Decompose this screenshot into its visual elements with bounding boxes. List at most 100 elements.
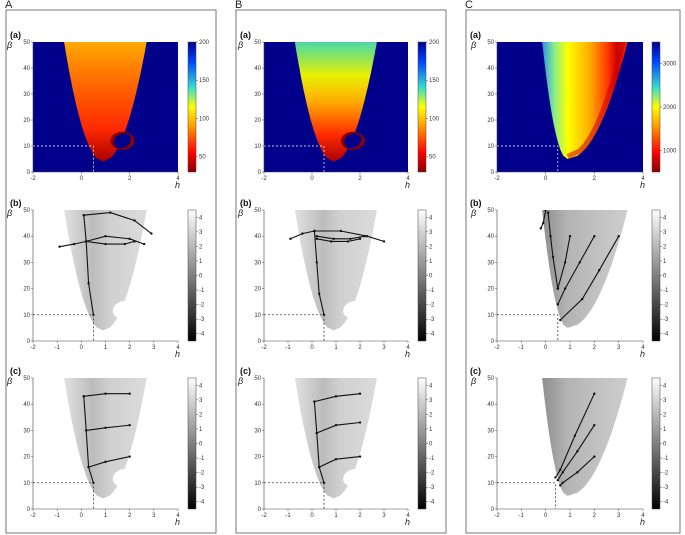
panel-C-2-x-tick: 0 [544, 345, 548, 351]
panel-B-1-colorbar-tick: 150 [429, 78, 440, 84]
panel-A-2-x-tick: 3 [152, 345, 156, 351]
panel-B-3-x-tick: 0 [310, 513, 314, 519]
panel-C-2-colorbar-tick: -2 [663, 303, 669, 309]
panel-C-1-x-tick: 2 [593, 176, 597, 182]
panel-B-2-trajectory-point [346, 240, 350, 243]
panel-A-2-label: (b) [10, 198, 22, 208]
panel-C-1-reference-lines [497, 145, 559, 172]
panel-B-1-label: (a) [240, 30, 251, 40]
panel-A-1-label: (a) [10, 30, 21, 40]
panel-C-3-y-tick: 20 [487, 455, 494, 461]
panel-B-2-colorbar-tick: 4 [429, 215, 433, 221]
panel-A-1-hole [113, 133, 132, 149]
panel-A-3-y-tick: 10 [23, 481, 30, 487]
panel-B-2-trajectory-point [315, 235, 318, 238]
panel-C-2-feasible-region [542, 210, 628, 328]
panel-C-3-colorbar-tick: 0 [663, 442, 667, 448]
panel-B-1-x-label: h [405, 180, 410, 190]
panel-B-2-trajectory-point [366, 235, 369, 238]
panel-A-2-feasible-region [64, 210, 147, 331]
panel-C-3-x-tick: 1 [568, 513, 572, 519]
panel-A-3-trajectory-point [104, 460, 107, 464]
panel-C-2-trajectory-point [578, 261, 581, 264]
panel-C-1-y-tick: 0 [491, 170, 495, 176]
panel-A-2-y-tick: 50 [23, 208, 30, 214]
panel-C-2-colorbar-tick: 1 [663, 259, 667, 265]
panel-C-3-trajectory-2 [557, 424, 595, 481]
panel-C-2-colorbar-tick: -3 [663, 317, 669, 323]
panel-C-3-x-tick: 2 [593, 513, 597, 519]
panel-B-2-x-tick: 4 [406, 345, 410, 351]
panel-C-3-x-tick: 3 [617, 513, 621, 519]
panel-B-3-y-tick: 50 [254, 376, 261, 382]
panel-A-2-trajectory-point [87, 282, 90, 285]
panel-A-2-trajectory-point [58, 245, 61, 248]
panel-C-2-trajectory-point [563, 261, 567, 264]
panel-C-1-y-tick: 10 [487, 144, 494, 150]
panel-B-1-reference-lines [264, 145, 325, 172]
panel-C-2-trajectory-point [542, 221, 545, 225]
panel-A-2-trajectory-point [109, 211, 112, 214]
panel-A-1-x-tick: 2 [128, 176, 132, 182]
panel-A-2-y-tick: 10 [23, 313, 30, 319]
panel-A-2-trajectory-point [104, 242, 107, 246]
panel-C-2-colorbar [651, 209, 661, 342]
panel-A-2-trajectory-1 [83, 215, 94, 315]
panel-A-1-feasible-region [64, 42, 147, 162]
panel-B-1-colorbar-tick: 200 [429, 40, 440, 46]
panel-C-2-trajectory-point [617, 235, 620, 238]
panel-A-3-x-tick: 4 [176, 513, 180, 519]
panel-B-3-colorbar-tick: 2 [429, 412, 433, 418]
panel-C-1-colorbar [651, 41, 661, 173]
panel-B-2-colorbar-tick: -4 [429, 332, 435, 338]
panel-B-1-x-tick: -2 [261, 176, 267, 182]
panel-B-2-trajectory-point [318, 292, 321, 296]
panel-B-3-colorbar-tick: 0 [429, 442, 433, 448]
panel-B-3-y-tick: 10 [254, 481, 261, 487]
panel-A-2-trajectory-point [133, 240, 136, 243]
panel-B-3-x-tick: 2 [358, 513, 362, 519]
panel-C-1-feasible-region [542, 42, 628, 159]
panel-C-2-trajectory-point [598, 269, 601, 272]
panel-B-2-trajectory-point [358, 237, 362, 241]
panel-C-2-reference-lines [497, 314, 559, 341]
panel-B-3-y-label: β [237, 376, 243, 386]
panel-A-3-colorbar-tick: 0 [199, 442, 203, 448]
panel-A-2-colorbar-tick: -2 [199, 303, 205, 309]
panel-B-1-colorbar-tick: 100 [429, 116, 440, 122]
panel-B-1-x-tick: 0 [310, 176, 314, 182]
panel-A-3-x-tick: 0 [80, 513, 84, 519]
panel-C-2-colorbar-tick: 3 [663, 230, 667, 236]
panel-C-2-x-tick: 2 [593, 345, 597, 351]
panel-A-3-colorbar-tick: -1 [199, 456, 205, 462]
panel-A-1-y-tick: 10 [23, 144, 30, 150]
panel-B-2-colorbar-tick: 1 [429, 259, 433, 265]
panel-B-3-colorbar-tick: -4 [429, 500, 435, 506]
panel-B-2-trajectory-2 [314, 230, 385, 242]
panel-B-3-x-tick: -2 [261, 513, 267, 519]
panel-A-2-colorbar-tick: 1 [199, 259, 203, 265]
panel-C-3-trajectory-point [556, 478, 560, 482]
panel-B-2-hole [343, 301, 363, 318]
panel-B-1-y-tick: 30 [254, 92, 261, 98]
panel-A-1-y-tick: 50 [23, 40, 30, 46]
panel-B-2-colorbar [417, 209, 427, 342]
panel-B-3-x-tick: -1 [285, 513, 291, 519]
panel-C-2-y-tick: 50 [487, 208, 494, 214]
panel-C-3-colorbar-tick: -2 [663, 471, 669, 477]
panel-B-1-feasible-region [294, 42, 377, 162]
panel-B-2-y-tick: 50 [254, 208, 261, 214]
panel-B-3-colorbar-tick: 3 [429, 398, 433, 404]
panel-C-1-x-tick: -2 [494, 176, 500, 182]
panel-C-1-x-label: h [640, 180, 645, 190]
panel-C-2-trajectory-point [556, 287, 560, 290]
panel-C-3-trajectory-point [593, 455, 596, 458]
panel-B-3-colorbar-tick: 4 [429, 383, 433, 389]
panel-A-2-trajectory-2 [83, 212, 152, 235]
panel-A-2-reference-lines [33, 314, 94, 341]
panel-A-1-x-tick: 4 [176, 176, 180, 182]
